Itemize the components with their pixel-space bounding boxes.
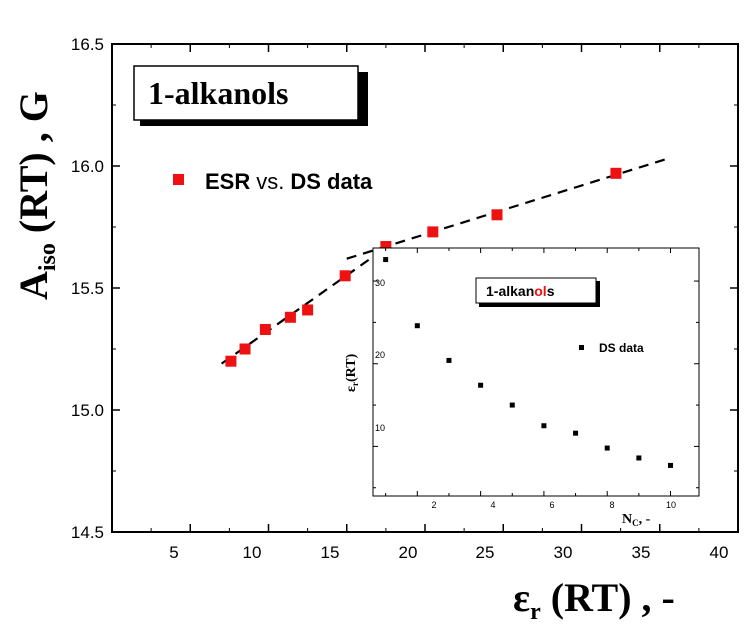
inset-y-axis-title-rest: (RT) (344, 353, 359, 382)
legend-label: ESR vs. DS data (205, 169, 373, 194)
main-data-points (225, 167, 622, 367)
x-tick-label: 40 (710, 543, 729, 562)
inset-data-point (383, 257, 389, 263)
main-ticks (112, 43, 739, 533)
legend-label-ds: DS data (290, 169, 373, 194)
inset-x-tick-label: 4 (490, 500, 495, 510)
y-axis-title-rest: (RT) , G (11, 91, 56, 243)
inset-data-point (446, 357, 452, 363)
inset-y-axis-title-sub: r (350, 382, 360, 386)
inset-x-axis-title-main: N (622, 512, 632, 527)
inset-y-axis-title-main: ε (344, 386, 359, 392)
inset-data-point (414, 323, 420, 329)
data-point (339, 270, 351, 282)
inset-legend-label: DS data (599, 341, 644, 355)
inset-title-frame (475, 277, 597, 304)
data-point (225, 355, 237, 367)
inset-x-tick-label: 8 (609, 500, 614, 510)
y-tick-label: 15.5 (71, 279, 104, 298)
data-point (259, 323, 271, 335)
data-point (610, 167, 622, 179)
inset-y-tick-label: 20 (375, 350, 385, 360)
inset-data-point (668, 462, 674, 468)
data-point (302, 304, 314, 316)
x-tick-label: 20 (399, 543, 418, 562)
x-tick-label: 5 (169, 543, 178, 562)
data-point (491, 209, 503, 221)
x-axis-title: εr (RT) , - (513, 575, 675, 625)
inset-data-points (383, 257, 674, 468)
inset-x-axis-title-sub: C (632, 518, 639, 528)
data-point (239, 343, 251, 355)
inset-title-part-red: ol (534, 283, 546, 299)
legend-marker (173, 174, 184, 185)
inset-frame (372, 247, 700, 497)
x-axis-title-main: ε (513, 575, 530, 620)
main-legend: ESR vs. DS data (173, 169, 373, 194)
x-tick-label: 25 (476, 543, 495, 562)
x-tick-label: 10 (243, 543, 262, 562)
x-tick-label: 35 (632, 543, 651, 562)
inset-data-point (573, 430, 579, 436)
y-tick-label: 16.5 (71, 35, 104, 54)
inset-legend-marker (579, 345, 584, 350)
inset-title-part-2: s (547, 283, 555, 299)
y-axis-title-main: A (11, 271, 56, 300)
data-point (427, 226, 439, 238)
x-tick-label: 15 (321, 543, 340, 562)
inset-chart: 2 4 6 8 10 10 20 30 NC, - εr(RT) 1-alkan… (344, 247, 700, 528)
data-point (380, 241, 392, 253)
x-tick-label: 30 (554, 543, 573, 562)
inset-ticks (373, 248, 699, 496)
y-axis-title: Aiso (RT) , G (11, 91, 61, 300)
x-axis-title-rest: (RT) , - (541, 575, 675, 620)
title-box-frame (133, 65, 359, 121)
inset-y-tick-label: 30 (375, 278, 385, 288)
inset-data-point (509, 402, 515, 408)
inset-title: 1-alkanols (486, 283, 555, 299)
inset-x-tick-label: 10 (666, 500, 676, 510)
legend-label-esr: ESR (205, 169, 250, 194)
title-box: 1-alkanols (133, 65, 368, 126)
inset-title-part-1: 1-alkan (486, 283, 534, 299)
inset-x-tick-label: 6 (549, 500, 554, 510)
inset-data-point (636, 455, 642, 461)
y-tick-label: 16.0 (71, 157, 104, 176)
inset-x-tick-label: 2 (431, 500, 436, 510)
inset-y-tick-label: 10 (375, 423, 385, 433)
inset-data-point (541, 423, 547, 429)
chart-title: 1-alkanols (148, 75, 288, 111)
inset-x-axis-title: NC, - (622, 512, 651, 528)
inset-x-axis-title-rest: , - (639, 512, 651, 527)
inset-data-point (604, 445, 610, 451)
legend-label-vs: vs. (256, 169, 284, 194)
y-tick-label: 15.0 (71, 401, 104, 420)
y-tick-label: 14.5 (71, 523, 104, 542)
inset-y-axis-title: εr(RT) (344, 353, 360, 392)
data-point (284, 311, 296, 323)
x-axis-title-sub: r (530, 599, 541, 625)
inset-data-point (478, 382, 484, 388)
y-axis-title-sub: iso (35, 243, 61, 271)
